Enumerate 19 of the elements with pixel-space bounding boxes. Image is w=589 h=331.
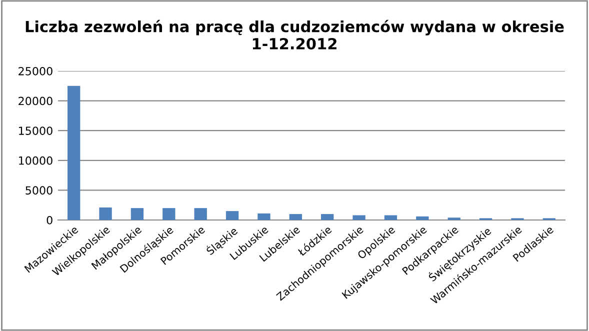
y-tick-label: 0: [46, 216, 52, 224]
bar: [289, 214, 302, 220]
bar: [258, 213, 270, 220]
bar: [384, 215, 398, 220]
bar: [352, 215, 366, 220]
bar: [226, 211, 239, 220]
bar: [162, 208, 176, 220]
y-tick-label: 20000: [18, 96, 52, 106]
bar: [416, 216, 429, 220]
bar: [194, 208, 207, 220]
bar: [130, 208, 144, 220]
bar: [68, 86, 80, 220]
bar: [321, 214, 334, 220]
bar: [99, 207, 112, 220]
y-tick-label: 25000: [18, 66, 52, 76]
y-tick-label: 10000: [19, 156, 52, 165]
y-tick-label: 5000: [26, 186, 52, 195]
y-tick-label: 15000: [19, 126, 52, 135]
chart-title: Liczba zezwoleń na pracę dla cudzoziemców wydana w okresie 1-12.2012: [26, 20, 564, 50]
